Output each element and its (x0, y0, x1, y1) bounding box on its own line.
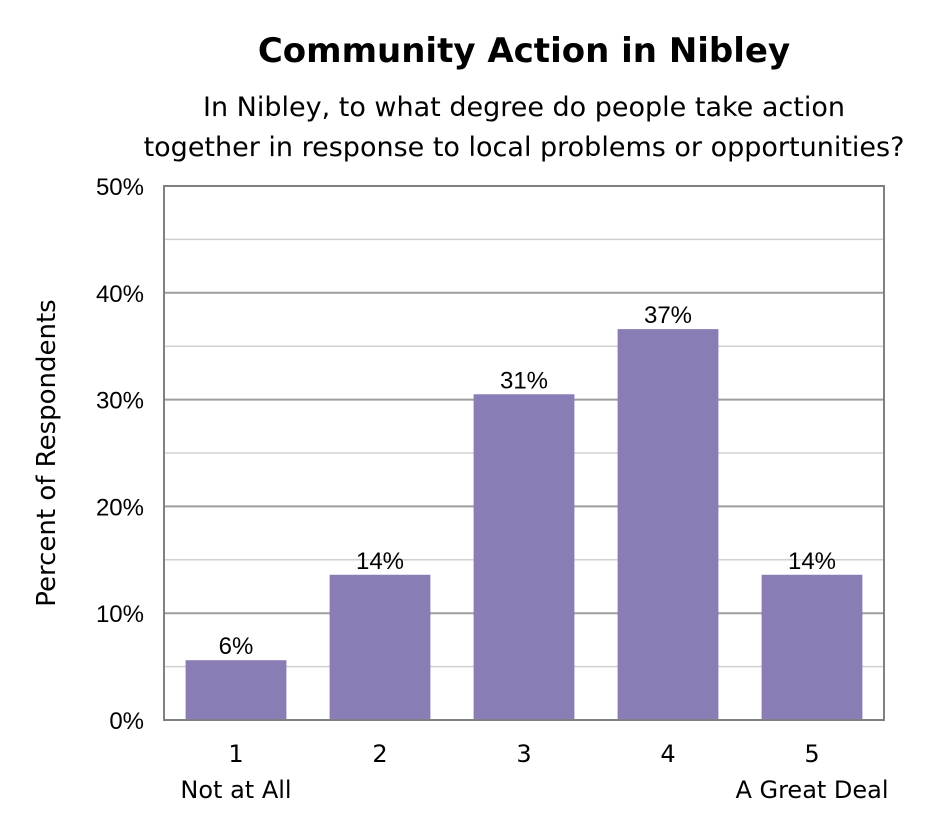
y-tick-label: 10% (96, 601, 144, 628)
data-labels: 6% 14% 31% 37% 14% (219, 302, 836, 660)
y-tick-label: 20% (96, 494, 144, 521)
bar-4 (617, 329, 719, 720)
y-axis-label: Percent of Respondents (32, 299, 62, 606)
data-label-5: 14% (788, 548, 836, 575)
y-tick-label: 30% (96, 388, 144, 415)
x-tick-label-2: 2 (372, 740, 387, 768)
bar-3 (473, 394, 575, 720)
bar-2 (329, 574, 431, 720)
chart-subtitle-line-1: In Nibley, to what degree do people take… (203, 92, 845, 123)
data-label-2: 14% (356, 548, 404, 575)
bar-1 (185, 660, 287, 720)
data-label-4: 37% (644, 302, 692, 329)
x-tick-label-5: 5 (804, 740, 819, 768)
bars (185, 329, 863, 720)
y-tick-label: 50% (96, 174, 144, 201)
y-tick-label: 40% (96, 281, 144, 308)
plot-area-frame (163, 185, 885, 721)
chart-subtitle-line-2: together in response to local problems o… (144, 132, 905, 163)
bar-5 (761, 574, 863, 720)
x-tick-label-1: 1 (228, 740, 243, 768)
x-tick-sublabel-5: A Great Deal (735, 776, 888, 804)
chart-title: Community Action in Nibley (258, 31, 790, 71)
y-tick-label: 0% (109, 708, 144, 735)
x-tick-sublabel-1: Not at All (180, 776, 291, 804)
x-category-labels: 1 Not at All 2 3 4 5 A Great Deal (180, 740, 888, 804)
x-tick-label-4: 4 (660, 740, 675, 768)
data-label-1: 6% (219, 633, 254, 660)
data-label-3: 31% (500, 367, 548, 394)
y-tick-labels: 0% 10% 20% 30% 40% 50% (96, 174, 144, 735)
x-tick-label-3: 3 (516, 740, 531, 768)
